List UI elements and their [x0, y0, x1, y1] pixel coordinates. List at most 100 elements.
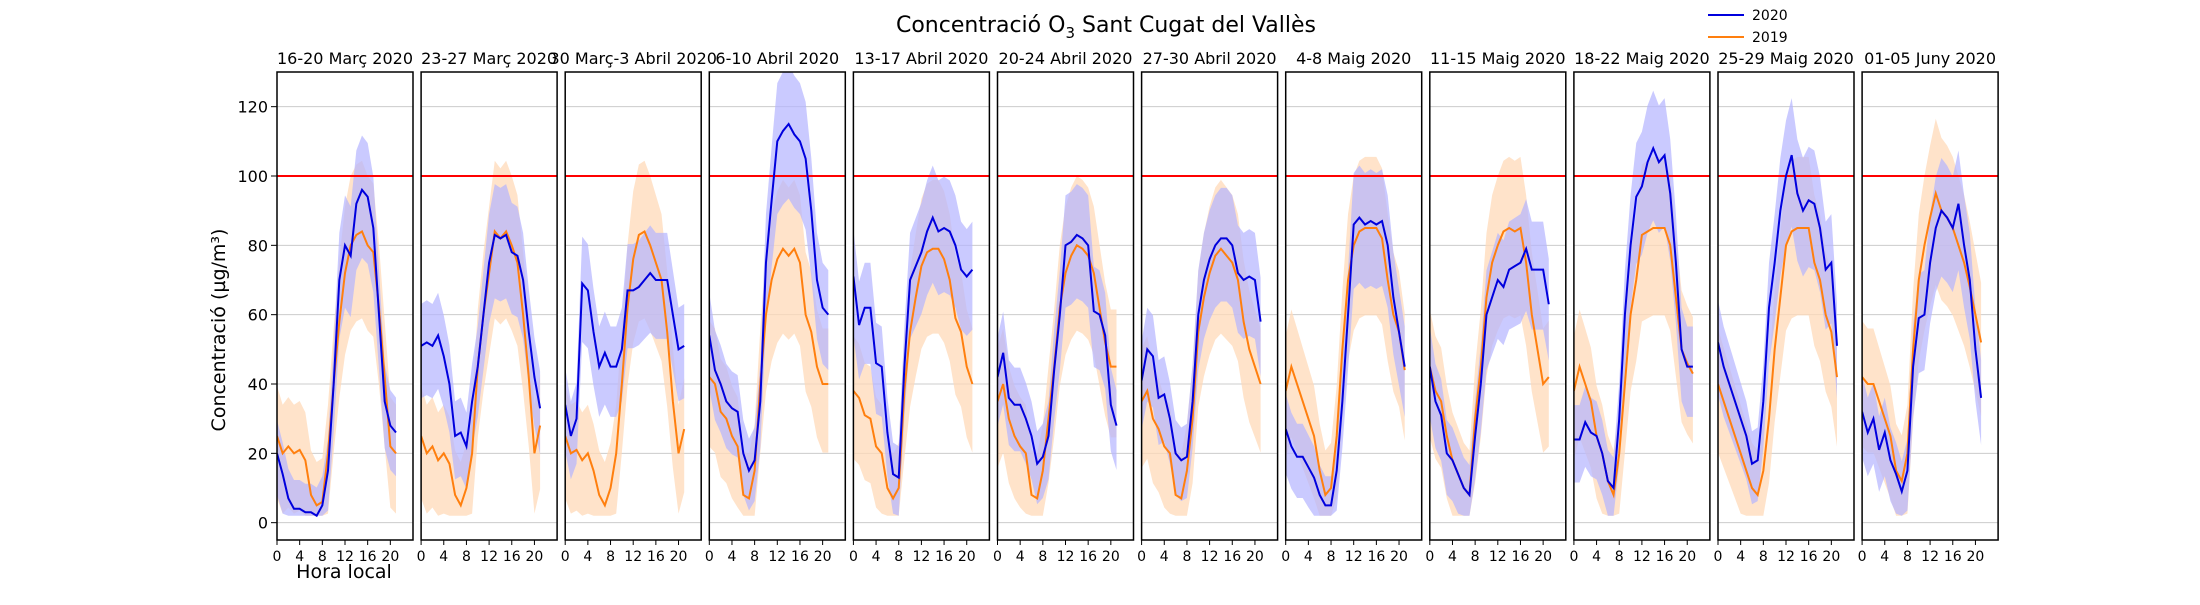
band-2020	[1862, 150, 1982, 516]
panel-plot-area	[1718, 98, 1854, 516]
x-tick-label: 4	[872, 549, 881, 565]
x-tick-label: 20	[526, 549, 544, 565]
panel-title: 4-8 Maig 2020	[1296, 49, 1411, 68]
y-axis: 0 20 40 60 80 100 120	[237, 98, 277, 533]
x-tick-label: 4	[1592, 549, 1601, 565]
x-tick-label: 12	[1489, 549, 1507, 565]
x-tick-label: 4	[1448, 549, 1457, 565]
x-tick-label: 0	[1425, 549, 1434, 565]
y-tick-label: 20	[248, 444, 268, 463]
series-line-2020	[1141, 237, 1262, 462]
x-tick-label: 0	[1714, 549, 1723, 565]
x-tick-label: 16	[791, 549, 809, 565]
y-tick-label: 0	[258, 514, 268, 533]
x-tick-label: 16	[1800, 549, 1818, 565]
series-line-2020	[853, 214, 974, 480]
x-tick-label: 12	[912, 549, 930, 565]
x-tick-label: 16	[1512, 549, 1530, 565]
panel-plot-area	[277, 135, 413, 518]
y-axis-label: Concentració (µg/m³)	[208, 229, 230, 432]
x-tick-label: 12	[1921, 549, 1939, 565]
panel-title: 13-17 Abril 2020	[854, 49, 988, 68]
y-tick-label: 80	[248, 236, 268, 255]
legend-label-2019: 2019	[1752, 30, 1788, 46]
y-tick-label: 60	[248, 306, 268, 325]
x-tick-label: 8	[606, 549, 615, 565]
x-tick-label: 16	[1223, 549, 1241, 565]
panel: 25-29 Maig 2020 0 4 8 12 16 20	[1714, 49, 1855, 565]
x-tick-label: 0	[1137, 549, 1146, 565]
x-tick-label: 12	[1201, 549, 1219, 565]
x-tick-label: 4	[1016, 549, 1025, 565]
panel: 27-30 Abril 2020 0 4 8 12 16 20	[1137, 49, 1279, 565]
x-tick-label: 8	[1038, 549, 1047, 565]
x-tick-label: 4	[1736, 549, 1745, 565]
x-tick-label: 0	[993, 549, 1002, 565]
band-2020	[1285, 165, 1405, 516]
x-tick-label: 8	[1327, 549, 1336, 565]
x-tick-label: 20	[1534, 549, 1552, 565]
x-tick-label: 8	[894, 549, 903, 565]
x-tick-label: 12	[1777, 549, 1795, 565]
x-tick-label: 8	[1182, 549, 1191, 565]
x-tick-label: 16	[935, 549, 953, 565]
band-2020	[1429, 199, 1549, 516]
panel-title: 01-05 Juny 2020	[1864, 49, 1996, 68]
panel: 13-17 Abril 2020 0 4 8 12 16 20	[849, 49, 991, 565]
series-line-2020	[1718, 154, 1838, 466]
x-tick-label: 4	[1304, 549, 1313, 565]
panel-plot-area	[853, 165, 990, 516]
series-line-2020	[1285, 216, 1406, 507]
x-tick-label: 20	[1246, 549, 1264, 565]
panel: 20-24 Abril 2020 0 4 8 12 16 20	[993, 49, 1135, 565]
series-line-2019	[1573, 227, 1694, 499]
x-tick-label: 4	[583, 549, 592, 565]
y-tick-label: 120	[237, 98, 268, 117]
series-line-2020	[1862, 203, 1983, 495]
chart-title: Concentració O3 Sant Cugat del Vallès	[896, 13, 1316, 42]
x-tick-label: 8	[750, 549, 759, 565]
panel-title: 20-24 Abril 2020	[999, 49, 1133, 68]
x-tick-label: 4	[1160, 549, 1169, 565]
x-tick-label: 16	[1944, 549, 1962, 565]
series-line-2019	[1718, 227, 1838, 498]
panel-title: 25-29 Maig 2020	[1718, 49, 1854, 68]
panel-plot-area	[1429, 156, 1566, 516]
panel: 23-27 Març 2020 0 4 8 12 16 20	[417, 49, 558, 565]
x-tick-label: 12	[480, 549, 498, 565]
series-line-2019	[709, 246, 829, 500]
panel-title: 23-27 Març 2020	[421, 49, 557, 68]
x-tick-label: 12	[336, 549, 354, 565]
x-tick-label: 16	[1079, 549, 1097, 565]
x-tick-label: 4	[728, 549, 737, 565]
x-tick-label: 0	[849, 549, 858, 565]
x-tick-label: 20	[1967, 549, 1985, 565]
series-line-2019	[565, 230, 686, 508]
panel-plot-area	[1862, 118, 1999, 516]
series-line-2020	[565, 271, 685, 437]
panel-title: 30 Març-3 Abril 2020	[549, 49, 717, 68]
panel: 11-15 Maig 2020 0 4 8 12 16 20	[1425, 49, 1567, 565]
series-line-2019	[1141, 247, 1262, 500]
x-tick-label: 8	[1615, 549, 1624, 565]
panel-plot-area	[421, 160, 558, 516]
x-tick-label: 16	[1656, 549, 1674, 565]
x-axis-label: Hora local	[296, 561, 392, 583]
series-line-2019	[853, 247, 974, 501]
series-line-2020	[421, 233, 542, 451]
x-tick-label: 4	[295, 549, 304, 565]
series-line-2020	[277, 187, 397, 518]
x-tick-label: 16	[647, 549, 665, 565]
x-tick-label: 8	[1471, 549, 1480, 565]
series-line-2020	[709, 122, 830, 474]
x-tick-label: 0	[705, 549, 714, 565]
legend-label-2020: 2020	[1752, 8, 1788, 24]
band-2020	[853, 165, 973, 516]
x-tick-label: 0	[1569, 549, 1578, 565]
x-tick-label: 16	[359, 549, 377, 565]
x-tick-label: 16	[503, 549, 521, 565]
series-line-2020	[1429, 245, 1550, 498]
series-line-2019	[1285, 227, 1406, 498]
x-tick-label: 12	[1345, 549, 1363, 565]
